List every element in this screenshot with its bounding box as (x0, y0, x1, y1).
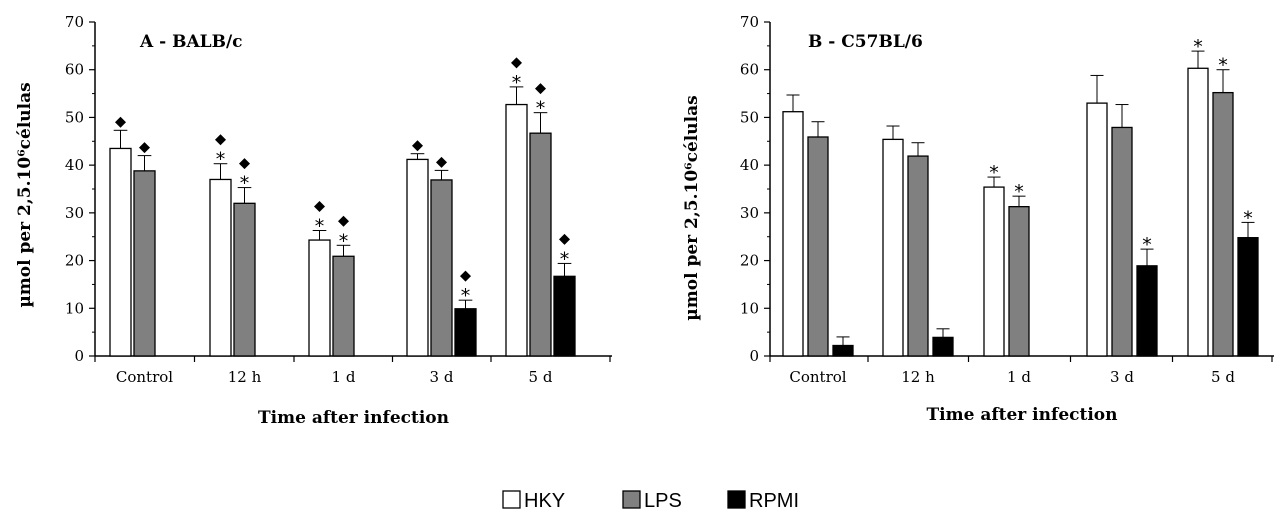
bar (1136, 265, 1158, 357)
panel-title: A - BALB/c (139, 32, 243, 52)
x-axis-title: Time after infection (926, 405, 1117, 425)
significance-star: * (989, 162, 999, 184)
bar (1187, 67, 1209, 357)
significance-star: * (1218, 55, 1228, 77)
x-axis-title: Time after infection (258, 408, 449, 428)
bar (1008, 206, 1030, 357)
y-tick-label: 10 (740, 299, 759, 317)
significance-star: * (240, 173, 250, 195)
bar (332, 255, 355, 357)
legend-label: HKY (524, 490, 565, 511)
bar (1111, 126, 1133, 357)
x-tick-label: 1 d (332, 368, 356, 386)
significance-star: * (512, 72, 522, 94)
panel-b: 0 10 20 30 40 50 60 70 Control 12 h 1 d 3 d 5 d * * * * *… (682, 13, 1274, 425)
panel-a: 0 10 20 30 40 50 60 70 Control 12 h 1 d 3 d 5 d * * * * *… (15, 13, 612, 428)
bar (209, 178, 232, 357)
x-tick-label: Control (789, 368, 846, 386)
y-axis-title: µmol per 2,5.10⁶células (15, 82, 35, 307)
significance-diamond (412, 140, 423, 152)
legend-swatch (622, 490, 641, 509)
bar (882, 138, 904, 357)
y-tick-label: 10 (65, 299, 84, 317)
y-tick-label: 30 (740, 204, 759, 222)
y-tick-label: 0 (749, 347, 759, 365)
x-tick-label: 3 d (1110, 368, 1134, 386)
bar (109, 147, 132, 357)
legend-label: RPMI (749, 490, 799, 511)
y-tick-label: 60 (65, 61, 84, 79)
bar (430, 179, 453, 357)
x-tick-label: 1 d (1007, 368, 1031, 386)
bar (1237, 237, 1259, 357)
y-tick-label: 40 (65, 156, 84, 174)
x-tick-label: 5 d (1211, 368, 1235, 386)
significance-diamond (535, 83, 546, 95)
bar (406, 158, 429, 357)
significance-diamond (215, 134, 226, 146)
x-tick-label: 12 h (228, 368, 262, 386)
legend-label: LPS (644, 490, 682, 511)
bar (553, 275, 576, 357)
significance-diamond (436, 156, 447, 168)
y-tick-label: 60 (740, 61, 759, 79)
significance-star: * (1243, 207, 1253, 229)
y-tick-label: 40 (740, 156, 759, 174)
significance-diamond (338, 215, 349, 227)
y-tick-label: 20 (65, 252, 84, 270)
significance-diamond (139, 142, 150, 154)
x-tick-label: 3 d (430, 368, 454, 386)
x-tick-label: 12 h (901, 368, 935, 386)
bar (1212, 91, 1234, 357)
y-tick-label: 20 (740, 252, 759, 270)
bar (983, 186, 1005, 357)
legend: HKY LPS RPMI (502, 490, 799, 511)
y-axis-title: µmol per 2,5.10⁶células (682, 95, 702, 320)
y-tick-label: 70 (740, 13, 759, 31)
bar (529, 132, 552, 357)
x-tick-label: 5 d (529, 368, 553, 386)
y-tick-label: 70 (65, 13, 84, 31)
bar (832, 344, 854, 357)
legend-swatch (502, 490, 521, 509)
significance-star: * (315, 216, 325, 238)
legend-swatch (727, 490, 746, 509)
significance-star: * (216, 149, 226, 171)
significance-diamond (511, 57, 522, 69)
significance-star: * (1193, 36, 1203, 58)
significance-star: * (1014, 181, 1024, 203)
bar (133, 170, 156, 357)
bar (932, 336, 954, 357)
bar (454, 308, 477, 357)
significance-star: * (536, 98, 546, 120)
y-tick-label: 30 (65, 204, 84, 222)
significance-diamond (314, 201, 325, 213)
y-tick-label: 0 (74, 347, 84, 365)
significance-star: * (339, 230, 349, 252)
bar (782, 111, 804, 357)
y-tick-label: 50 (65, 108, 84, 126)
x-tick-label: Control (116, 368, 173, 386)
bar (233, 202, 256, 357)
significance-star: * (560, 248, 570, 270)
significance-star: * (1142, 234, 1152, 256)
panel-title: B - C57BL/6 (808, 32, 923, 52)
bar (1086, 102, 1108, 357)
significance-diamond (239, 158, 250, 170)
significance-diamond (559, 233, 570, 245)
significance-diamond (115, 116, 126, 128)
bar (505, 103, 528, 357)
bar (907, 155, 929, 357)
significance-diamond (460, 270, 471, 282)
y-tick-label: 50 (740, 108, 759, 126)
bar (308, 239, 331, 357)
significance-star: * (461, 285, 471, 307)
bar (807, 136, 829, 357)
